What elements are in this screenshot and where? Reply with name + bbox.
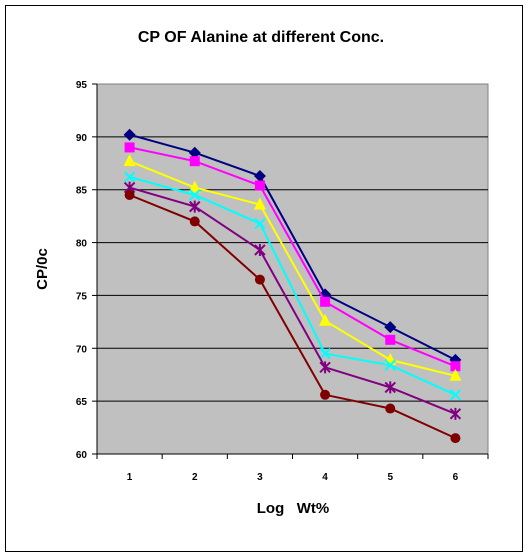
x-tick-label-3: 3 [257,472,263,483]
y-tick-label-75: 75 [76,291,88,302]
x-tick-label-4: 4 [322,472,328,483]
series-1-line [129,133,456,361]
series-3-line [129,160,456,377]
x-tick-label-2: 2 [192,472,198,483]
x-tick-label-1: 1 [127,472,133,483]
series-4-point-6 [449,389,462,401]
y-tick-label-85: 85 [76,186,88,197]
axes [92,83,489,459]
series-4-point-5 [384,359,396,371]
series-6-point-5 [385,403,396,414]
series-4-point-4 [319,347,331,360]
series-2-point-2 [189,156,200,167]
series-2-point-4 [320,296,331,307]
series-4-point-1 [123,171,136,183]
tick-labels: 60 65 70 75 80 85 90 95 1 2 3 4 5 6 [76,80,459,483]
series-6-point-2 [189,216,200,227]
x-tick-label-5: 5 [387,472,393,483]
series-1-point-3 [253,169,266,182]
series-3-point-3 [253,197,266,210]
series-3-point-1 [123,154,136,167]
plot-area [96,83,489,455]
series-1 [123,128,462,366]
series-1-point-5 [384,321,397,334]
series-3-point-6 [449,368,462,381]
series-6-point-4 [320,389,331,400]
series-6-point-6 [450,433,461,444]
series-6-point-1 [124,190,135,200]
x-tick-label-6: 6 [453,472,459,483]
series-6-line [129,194,456,440]
x-axis-label: Log Wt% [257,500,329,517]
series-2-line [129,146,456,368]
series-group [123,128,462,444]
series-2-point-5 [385,334,396,345]
series-5-point-2 [189,200,201,213]
series-5-point-3 [254,243,266,256]
series-1-point-2 [188,146,201,159]
y-tick-label-60: 60 [76,450,88,461]
series-3-point-2 [188,180,201,193]
series-4-line [129,176,456,396]
series-3-point-4 [319,313,332,326]
series-3 [123,154,462,381]
series-5 [123,181,462,420]
y-tick-label-65: 65 [76,397,88,408]
series-2-point-6 [450,361,461,372]
series-1-point-1 [123,128,136,141]
series-5-point-5 [384,381,396,394]
series-5-line [129,186,456,415]
y-tick-label-90: 90 [76,133,88,144]
series-6-point-3 [254,274,265,285]
series-4-point-3 [254,217,266,230]
series-5-point-4 [319,361,331,374]
series-5-point-6 [449,407,462,420]
series-4 [123,171,462,401]
y-tick-label-80: 80 [76,239,88,250]
series-2 [124,142,461,372]
y-tick-label-95: 95 [76,80,88,91]
series-2-point-3 [254,180,265,191]
series-2-point-1 [124,142,135,153]
y-tick-label-70: 70 [76,344,88,355]
series-6 [124,190,461,444]
y-axis-label: CP/0c [34,248,51,290]
chart-title: CP OF Alanine at different Conc. [138,29,384,46]
series-4-point-2 [189,189,201,201]
